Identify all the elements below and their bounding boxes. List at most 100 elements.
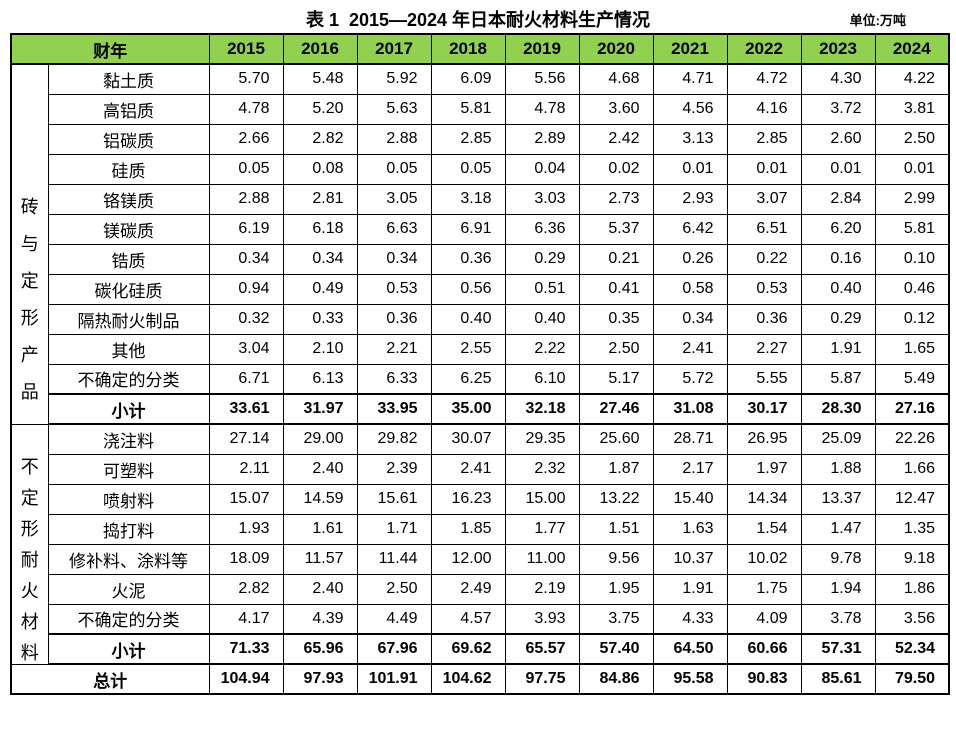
subtotal-value-cell: 35.00 [430, 393, 506, 425]
value-cell: 11.44 [356, 543, 432, 575]
total-value-cell: 104.94 [208, 663, 284, 695]
value-cell: 4.39 [282, 603, 358, 635]
value-cell: 6.42 [652, 213, 728, 245]
value-cell: 11.00 [504, 543, 580, 575]
section-label-char: 定 [20, 487, 39, 508]
row-label: 不确定的分类 [47, 363, 210, 395]
row-label: 喷射料 [47, 483, 210, 515]
section-label-char: 形 [20, 518, 39, 539]
section-label-char: 产 [20, 345, 39, 366]
row-label: 黏土质 [47, 63, 210, 95]
value-cell: 15.61 [356, 483, 432, 515]
value-cell: 4.57 [430, 603, 506, 635]
subtotal-value-cell: 65.96 [282, 633, 358, 665]
value-cell: 0.05 [208, 153, 284, 185]
value-cell: 0.40 [430, 303, 506, 335]
value-cell: 6.91 [430, 213, 506, 245]
value-cell: 5.72 [652, 363, 728, 395]
section-label-char: 与 [20, 234, 39, 255]
value-cell: 1.88 [800, 453, 876, 485]
total-label: 总计 [10, 663, 210, 695]
value-cell: 6.20 [800, 213, 876, 245]
value-cell: 0.34 [282, 243, 358, 275]
value-cell: 14.34 [726, 483, 802, 515]
value-cell: 1.71 [356, 513, 432, 545]
value-cell: 6.71 [208, 363, 284, 395]
value-cell: 2.40 [282, 453, 358, 485]
table-row: 高铝质 4.78 5.20 5.63 5.81 4.78 3.60 4.56 4.16 3.72 3… [11, 93, 950, 125]
value-cell: 2.81 [282, 183, 358, 215]
total-value-cell: 101.91 [356, 663, 432, 695]
row-label: 硅质 [47, 153, 210, 185]
value-cell: 2.50 [356, 573, 432, 605]
value-cell: 6.25 [430, 363, 506, 395]
value-cell: 0.32 [208, 303, 284, 335]
subtotal-value-cell: 30.17 [726, 393, 802, 425]
value-cell: 9.18 [874, 543, 950, 575]
value-cell: 3.13 [652, 123, 728, 155]
table-row: 隔热耐火制品 0.32 0.33 0.36 0.40 0.40 0.35 0.34 0.36 0.… [11, 303, 950, 335]
subtotal-value-cell: 33.95 [356, 393, 432, 425]
subtotal-value-cell: 69.62 [430, 633, 506, 665]
value-cell: 2.42 [578, 123, 654, 155]
value-cell: 2.66 [208, 123, 284, 155]
value-cell: 0.01 [726, 153, 802, 185]
total-value-cell: 104.62 [430, 663, 506, 695]
row-label: 高铝质 [47, 93, 210, 125]
subtotal-value-cell: 28.30 [800, 393, 876, 425]
value-cell: 0.35 [578, 303, 654, 335]
value-cell: 2.73 [578, 183, 654, 215]
value-cell: 0.49 [282, 273, 358, 305]
value-cell: 4.78 [208, 93, 284, 125]
table-row: 锆质 0.34 0.34 0.34 0.36 0.29 0.21 0.26 0.22 0.16 0.… [11, 243, 950, 275]
subtotal-value-cell: 57.40 [578, 633, 654, 665]
value-cell: 12.47 [874, 483, 950, 515]
section-label-char: 材 [20, 611, 39, 632]
value-cell: 0.29 [800, 303, 876, 335]
subtotal-value-cell: 71.33 [208, 633, 284, 665]
value-cell: 1.95 [578, 573, 654, 605]
subtotal-value-cell: 32.18 [504, 393, 580, 425]
value-cell: 10.02 [726, 543, 802, 575]
year-header-2021: 2021 [652, 33, 728, 65]
value-cell: 5.81 [874, 213, 950, 245]
value-cell: 5.70 [208, 63, 284, 95]
value-cell: 15.07 [208, 483, 284, 515]
value-cell: 4.72 [726, 63, 802, 95]
section-label: 砖与定形产品 [10, 63, 49, 425]
table-row: 铝碳质 2.66 2.82 2.88 2.85 2.89 2.42 3.13 2.85 2.60 2… [11, 123, 950, 155]
value-cell: 5.37 [578, 213, 654, 245]
table-title: 表 1 2015—2024 年日本耐火材料生产情况 [305, 10, 651, 30]
value-cell: 30.07 [430, 423, 506, 455]
value-cell: 6.09 [430, 63, 506, 95]
value-cell: 2.10 [282, 333, 358, 365]
row-label: 碳化硅质 [47, 273, 210, 305]
value-cell: 6.19 [208, 213, 284, 245]
value-cell: 1.65 [874, 333, 950, 365]
year-header-2024: 2024 [874, 33, 950, 65]
table-row: 硅质 0.05 0.08 0.05 0.05 0.04 0.02 0.01 0.01 0.01 0.… [11, 153, 950, 185]
value-cell: 2.55 [430, 333, 506, 365]
value-cell: 0.36 [726, 303, 802, 335]
value-cell: 0.58 [652, 273, 728, 305]
total-value-cell: 97.75 [504, 663, 580, 695]
row-label: 铝碳质 [47, 123, 210, 155]
year-header-2020: 2020 [578, 33, 654, 65]
row-label: 可塑料 [47, 453, 210, 485]
section-label-char: 料 [20, 642, 39, 663]
value-cell: 2.11 [208, 453, 284, 485]
table-row: 铬镁质 2.88 2.81 3.05 3.18 3.03 2.73 2.93 3.07 2.84 2… [11, 183, 950, 215]
section-label: 不定形耐火材料 [10, 423, 49, 665]
value-cell: 1.77 [504, 513, 580, 545]
value-cell: 4.17 [208, 603, 284, 635]
section-label-text: 砖与定形产品 [12, 189, 47, 411]
value-cell: 25.60 [578, 423, 654, 455]
year-header-2017: 2017 [356, 33, 432, 65]
value-cell: 0.01 [800, 153, 876, 185]
value-cell: 0.08 [282, 153, 358, 185]
value-cell: 1.94 [800, 573, 876, 605]
value-cell: 4.33 [652, 603, 728, 635]
value-cell: 0.33 [282, 303, 358, 335]
row-label: 镁碳质 [47, 213, 210, 245]
value-cell: 1.63 [652, 513, 728, 545]
